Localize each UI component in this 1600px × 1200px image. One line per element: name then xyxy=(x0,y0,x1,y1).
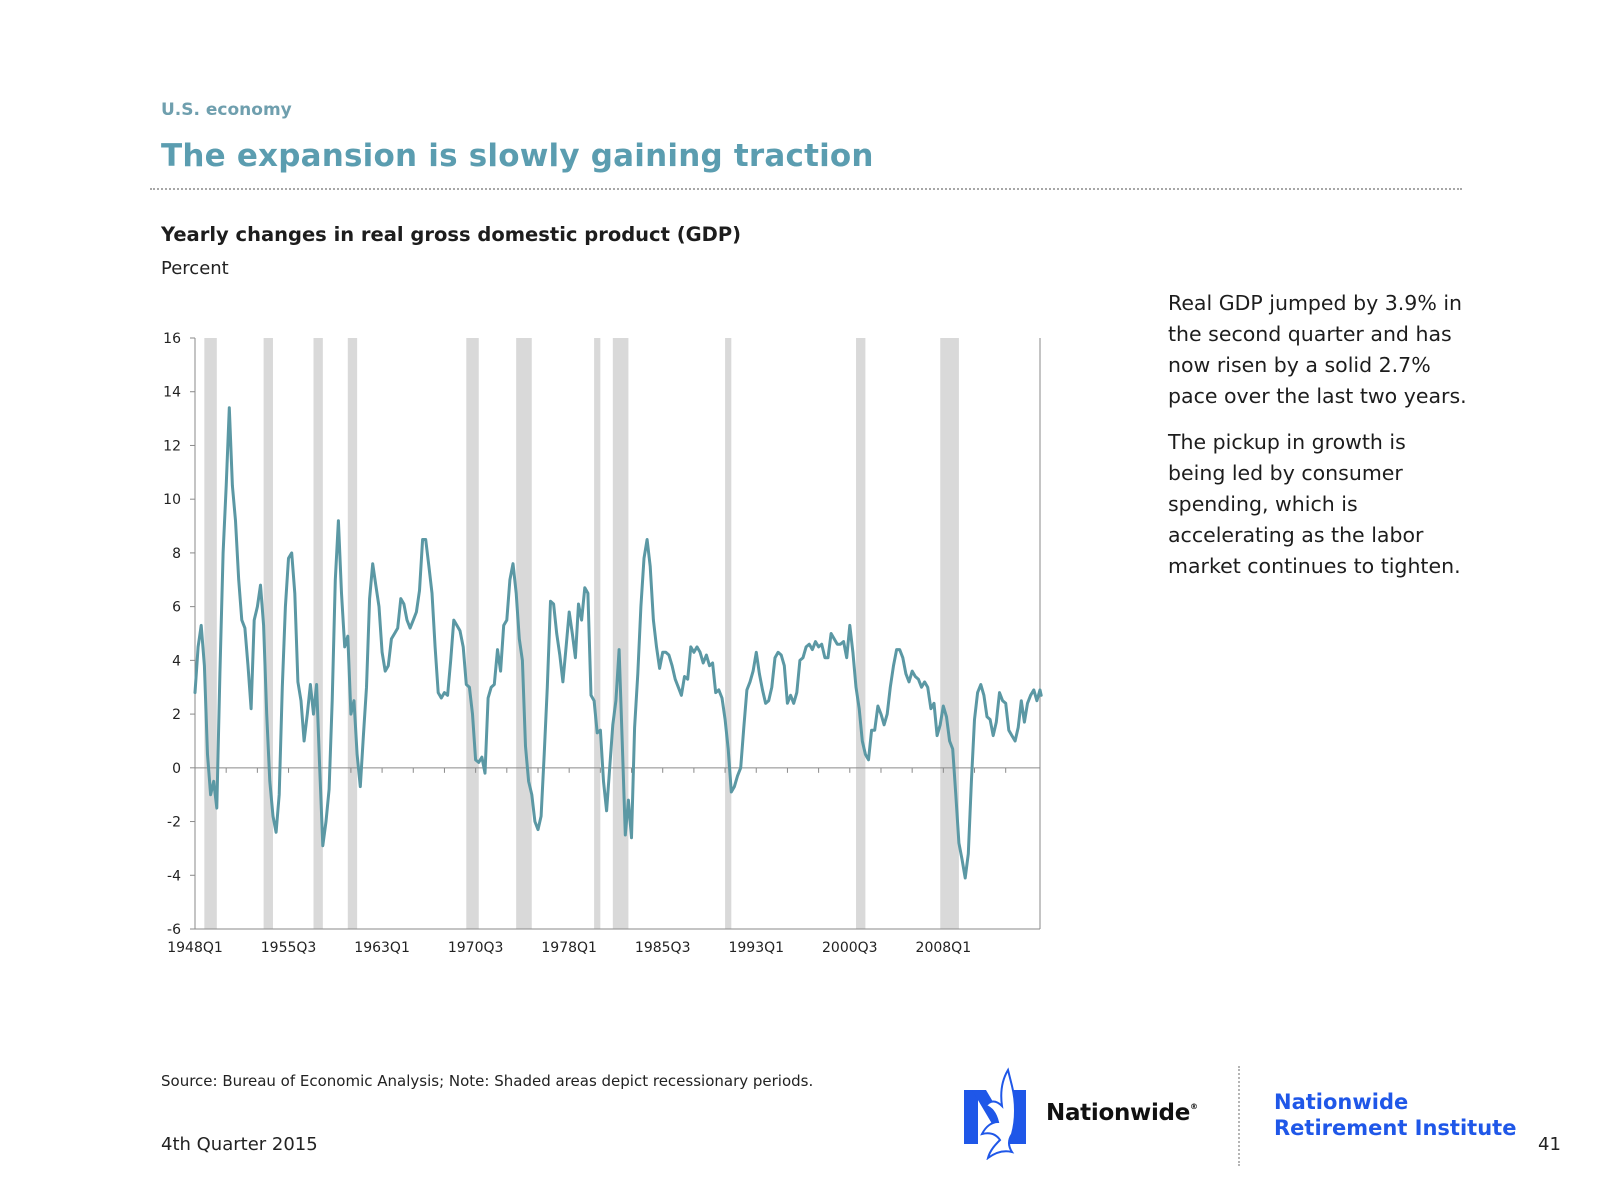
y-tick-label: 10 xyxy=(163,492,181,508)
recession-band-1 xyxy=(263,338,273,929)
commentary-paragraph-1: Real GDP jumped by 3.9% in the second qu… xyxy=(1168,291,1467,408)
x-tick-label: 1970Q3 xyxy=(448,940,504,956)
institute-name-line-1: Nationwide xyxy=(1274,1090,1409,1114)
x-tick-label: 1963Q1 xyxy=(354,940,410,956)
recession-band-4 xyxy=(466,338,479,929)
recession-band-6 xyxy=(594,338,601,929)
y-tick-label: 2 xyxy=(172,707,181,723)
y-tick-label: 8 xyxy=(172,546,181,562)
x-tick-label: 1985Q3 xyxy=(635,940,691,956)
footer-date: 4th Quarter 2015 xyxy=(161,1134,318,1155)
recession-band-0 xyxy=(204,338,217,929)
x-tick-label: 1978Q1 xyxy=(541,940,597,956)
y-tick-label: -2 xyxy=(167,815,181,831)
brand-name-text: Nationwide xyxy=(1046,1100,1191,1126)
y-tick-label: 0 xyxy=(172,761,181,777)
recession-band-3 xyxy=(347,338,358,929)
brand-name: Nationwide® xyxy=(1046,1100,1198,1126)
footer-divider xyxy=(1238,1066,1240,1166)
y-tick-label: 16 xyxy=(163,331,181,347)
gdp-series-line xyxy=(193,406,1043,880)
recession-band-7 xyxy=(612,338,629,929)
page-number: 41 xyxy=(1538,1134,1561,1155)
x-tick-label: 2000Q3 xyxy=(822,940,878,956)
title-divider xyxy=(150,188,1462,190)
institute-name-line-2: Retirement Institute xyxy=(1274,1116,1517,1140)
eagle-logo-icon xyxy=(964,1067,1026,1160)
chart-unit-label: Percent xyxy=(161,258,229,279)
slide-title: The expansion is slowly gaining traction xyxy=(161,138,874,174)
x-tick-label: 1955Q3 xyxy=(261,940,317,956)
y-tick-label: 4 xyxy=(172,653,181,669)
section-label: U.S. economy xyxy=(161,100,292,120)
commentary-paragraph-2: The pickup in growth is being led by con… xyxy=(1168,430,1461,578)
y-tick-label: 6 xyxy=(172,600,181,616)
y-tick-label: 14 xyxy=(163,385,181,401)
chart-title: Yearly changes in real gross domestic pr… xyxy=(161,223,742,246)
commentary: Real GDP jumped by 3.9% in the second qu… xyxy=(1168,288,1468,597)
recession-band-9 xyxy=(856,338,866,929)
source-note: Source: Bureau of Economic Analysis; Not… xyxy=(161,1072,814,1090)
y-tick-label: -4 xyxy=(167,868,181,884)
recession-band-2 xyxy=(313,338,323,929)
y-tick-label: -6 xyxy=(167,922,181,938)
recession-band-10 xyxy=(940,338,959,929)
registered-mark: ® xyxy=(1190,1102,1198,1111)
recession-band-8 xyxy=(725,338,732,929)
x-tick-label: 1948Q1 xyxy=(167,940,223,956)
x-tick-label: 2008Q1 xyxy=(916,940,972,956)
y-tick-label: 12 xyxy=(163,438,181,454)
x-tick-label: 1993Q1 xyxy=(728,940,784,956)
